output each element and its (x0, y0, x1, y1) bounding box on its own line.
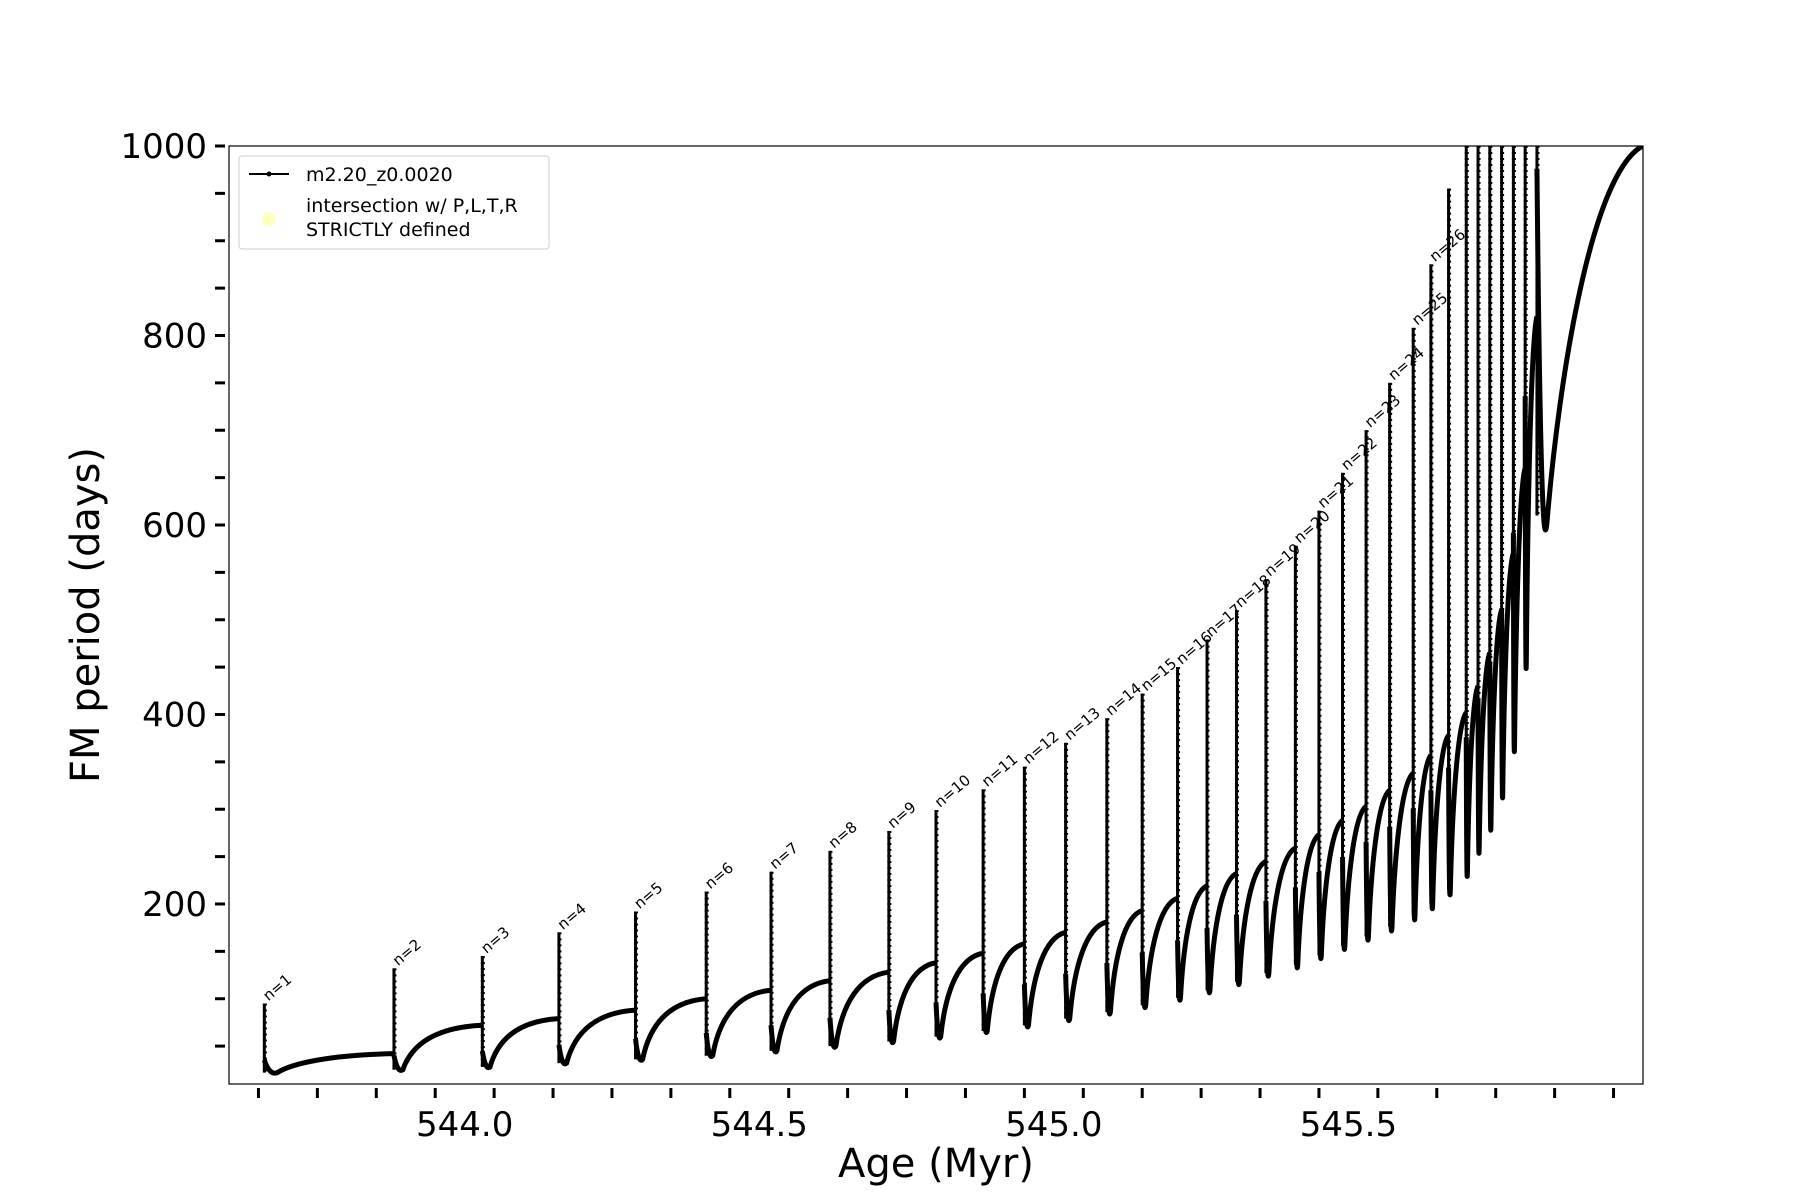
pulse-label: n=10 (931, 771, 974, 811)
pulse-curve (1499, 552, 1516, 801)
pulse-curve (1363, 788, 1392, 943)
pulse-label: n=12 (1019, 727, 1062, 767)
pulse-curve (1021, 929, 1067, 1030)
pulse-curve (1292, 832, 1321, 971)
legend-marker-swatch (262, 212, 276, 226)
pulse-curve (1475, 651, 1493, 856)
pulse-curve (633, 996, 707, 1063)
legend-label-intersection-line1: intersection w/ P,L,T,R (306, 195, 518, 217)
pulse-curve (768, 978, 831, 1055)
pulse-label: n=24 (1385, 344, 1428, 384)
pulse-curve (1263, 845, 1297, 979)
pulse-label: n=5 (631, 879, 667, 913)
pulse-curve (1340, 804, 1368, 952)
x-axis-title: Age (Myr) (838, 1141, 1034, 1187)
pulse-label: n=2 (389, 935, 425, 969)
pulse-label: n=14 (1102, 679, 1145, 719)
pulse-annotations: n=1n=2 n=3n=4n=5n=6n=7n=8n=9n=10n=11n=12n… (259, 225, 1469, 1004)
pulse-curve (703, 987, 772, 1059)
y-tick-label: 600 (142, 506, 207, 546)
legend-label-intersection: intersection w/ P,L,T,R STRICTLY defined (306, 195, 524, 241)
pulse-curve (261, 1051, 394, 1076)
y-tick-label: 400 (142, 695, 207, 735)
plot-frame (228, 145, 1644, 1085)
pulse-curve (1175, 883, 1209, 1003)
x-axis: 544.0 544.5 545.0 545.5 (256, 1088, 1616, 1145)
x-tick-label: 544.0 (416, 1105, 513, 1145)
pulse-curve (1463, 684, 1481, 879)
pulse-label: n=6 (701, 859, 737, 893)
pulse-label: n=4 (554, 899, 590, 933)
pulse-curve (1316, 818, 1345, 962)
pulse-curve (1534, 146, 1643, 533)
pulse-label: n=1 (259, 970, 295, 1004)
y-axis: 200 400 600 800 1000 (120, 127, 225, 1048)
legend-box (238, 155, 550, 250)
pulse-curve (479, 1016, 559, 1071)
x-tick-label: 545.0 (1005, 1105, 1102, 1145)
pulse-curve (886, 960, 937, 1046)
pulse-label: n=3 (477, 923, 513, 957)
pulse-label: n=23 (1361, 391, 1404, 431)
pulse-curve (1410, 753, 1433, 923)
pulse-curve (1510, 467, 1528, 755)
pulse-curve (1204, 871, 1238, 996)
pulse-curve (556, 1007, 636, 1067)
pulse-curve (1387, 771, 1416, 934)
pulse-curve (391, 1022, 483, 1073)
pulse-label: n=15 (1137, 654, 1180, 694)
pulse-label: n=8 (825, 818, 861, 852)
pulse-curve (1233, 859, 1268, 987)
pulse-curve (1522, 315, 1540, 672)
y-tick-label: 800 (142, 316, 207, 356)
pulse-curve (933, 950, 984, 1041)
pulse-curve (980, 941, 1025, 1035)
x-tick-label: 544.5 (711, 1105, 808, 1145)
y-tick-label: 1000 (120, 127, 207, 167)
pulse-curve (1428, 733, 1451, 912)
pulse-label: n=13 (1061, 704, 1104, 744)
pulse-label: n=11 (978, 750, 1021, 790)
pulse-label: n=20 (1290, 507, 1333, 547)
plot-area (261, 146, 1643, 1076)
pulse-label: n=21 (1314, 472, 1357, 512)
legend: m2.20_z0.0020 intersection w/ P,L,T,R ST… (238, 155, 550, 250)
pulse-label: n=7 (766, 839, 802, 873)
pulse-curve (827, 969, 889, 1050)
legend-label-series: m2.20_z0.0020 (306, 164, 453, 186)
pulse-curve (1104, 908, 1144, 1017)
x-tick-label: 545.5 (1300, 1105, 1397, 1145)
legend-line-marker (266, 171, 272, 177)
y-axis-title: FM period (days) (63, 447, 109, 783)
pulse-curve (1063, 919, 1108, 1023)
legend-label-intersection-line2: STRICTLY defined (306, 219, 471, 241)
pulse-label: n=22 (1338, 434, 1381, 474)
pulse-curve (1487, 609, 1504, 833)
y-tick-label: 200 (142, 885, 207, 925)
pulse-curve (1446, 711, 1469, 898)
pulse-curve (1139, 895, 1179, 1010)
pulse-label: n=9 (884, 798, 920, 832)
